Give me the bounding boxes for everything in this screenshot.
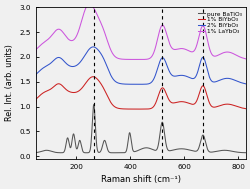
pure BaTiO₃ (240, 151, 243, 154)
pure BaTiO₃ (58, 152, 61, 154)
1% BiYbO₃ (58, 83, 61, 85)
2% BiYbO₃ (124, 83, 127, 85)
2% BiYbO₃ (244, 83, 247, 85)
pure BaTiO₃ (114, 152, 117, 154)
1% LaYbO₃ (34, 53, 37, 56)
pure BaTiO₃ (34, 151, 37, 154)
1% BiYbO₃ (217, 105, 220, 107)
2% BiYbO₃ (137, 83, 140, 85)
1% LaYbO₃ (244, 58, 247, 60)
2% BiYbO₃ (240, 82, 243, 84)
1% BiYbO₃ (91, 76, 94, 78)
X-axis label: Raman shift (cm⁻¹): Raman shift (cm⁻¹) (100, 175, 180, 184)
1% LaYbO₃ (58, 28, 61, 31)
Legend: pure BaTiO₃, 1% BiYbO₃, 2% BiYbO₃, 1% LaYbO₃: pure BaTiO₃, 1% BiYbO₃, 2% BiYbO₃, 1% La… (196, 10, 242, 36)
1% LaYbO₃ (240, 57, 243, 59)
pure BaTiO₃ (217, 150, 220, 152)
Line: 1% LaYbO₃: 1% LaYbO₃ (36, 4, 245, 60)
pure BaTiO₃ (124, 151, 127, 153)
2% BiYbO₃ (70, 65, 74, 68)
1% LaYbO₃ (88, 3, 90, 5)
2% BiYbO₃ (58, 57, 61, 59)
2% BiYbO₃ (34, 78, 37, 81)
1% BiYbO₃ (124, 108, 127, 110)
Line: 2% BiYbO₃: 2% BiYbO₃ (36, 47, 245, 84)
pure BaTiO₃ (244, 152, 247, 154)
Y-axis label: Rel. Int. (arb. units): Rel. Int. (arb. units) (5, 45, 14, 122)
1% LaYbO₃ (70, 40, 74, 42)
1% LaYbO₃ (114, 57, 117, 59)
2% BiYbO₃ (217, 79, 220, 81)
1% LaYbO₃ (217, 53, 220, 56)
2% BiYbO₃ (114, 81, 117, 83)
1% BiYbO₃ (70, 91, 74, 94)
1% LaYbO₃ (124, 58, 127, 60)
pure BaTiO₃ (92, 104, 95, 106)
Line: pure BaTiO₃: pure BaTiO₃ (36, 105, 245, 153)
1% BiYbO₃ (34, 103, 37, 105)
pure BaTiO₃ (112, 152, 116, 154)
pure BaTiO₃ (70, 138, 74, 140)
2% BiYbO₃ (91, 46, 94, 48)
Line: 1% BiYbO₃: 1% BiYbO₃ (36, 77, 245, 109)
1% BiYbO₃ (138, 108, 141, 110)
1% BiYbO₃ (114, 107, 117, 109)
1% BiYbO₃ (240, 107, 243, 109)
1% LaYbO₃ (137, 58, 140, 61)
1% BiYbO₃ (244, 108, 247, 110)
